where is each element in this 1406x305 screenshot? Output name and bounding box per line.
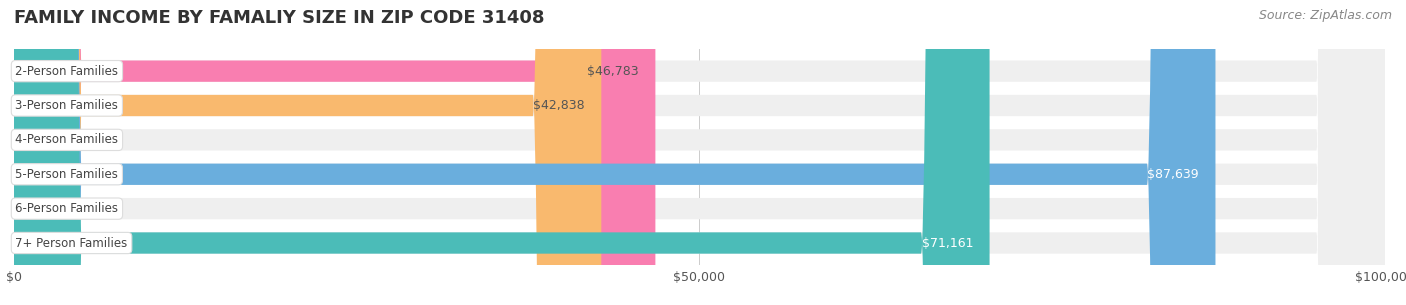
Text: $0: $0 [31, 202, 46, 215]
Text: 3-Person Families: 3-Person Families [15, 99, 118, 112]
FancyBboxPatch shape [14, 0, 1385, 305]
Text: $42,838: $42,838 [533, 99, 585, 112]
Text: 2-Person Families: 2-Person Families [15, 65, 118, 78]
Text: Source: ZipAtlas.com: Source: ZipAtlas.com [1258, 9, 1392, 22]
FancyBboxPatch shape [14, 0, 1215, 305]
FancyBboxPatch shape [14, 0, 1385, 305]
Text: $87,639: $87,639 [1147, 168, 1199, 181]
FancyBboxPatch shape [14, 0, 1385, 305]
Text: $46,783: $46,783 [588, 65, 638, 78]
Text: 5-Person Families: 5-Person Families [15, 168, 118, 181]
Text: 4-Person Families: 4-Person Families [15, 133, 118, 146]
FancyBboxPatch shape [14, 0, 655, 305]
FancyBboxPatch shape [14, 0, 1385, 305]
Text: 7+ Person Families: 7+ Person Families [15, 236, 128, 249]
Text: 6-Person Families: 6-Person Families [15, 202, 118, 215]
FancyBboxPatch shape [14, 0, 1385, 305]
FancyBboxPatch shape [14, 0, 1385, 305]
Text: FAMILY INCOME BY FAMALIY SIZE IN ZIP CODE 31408: FAMILY INCOME BY FAMALIY SIZE IN ZIP COD… [14, 9, 544, 27]
Text: $0: $0 [31, 133, 46, 146]
FancyBboxPatch shape [14, 0, 602, 305]
Text: $71,161: $71,161 [921, 236, 973, 249]
FancyBboxPatch shape [14, 0, 990, 305]
